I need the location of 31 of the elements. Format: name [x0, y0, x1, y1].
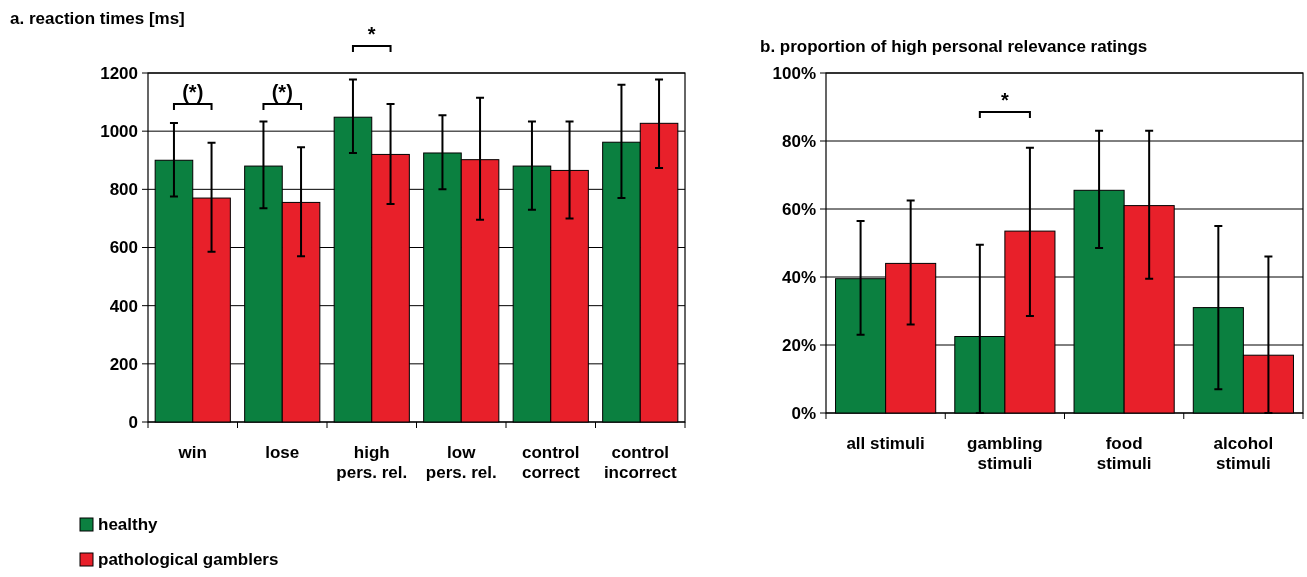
x-tick-label: all stimuli [846, 434, 925, 453]
x-tick-label: high pers. rel. [336, 443, 408, 482]
x-tick-label: lose [265, 443, 300, 462]
y-tick-label: 100% [772, 63, 816, 83]
y-tick-label: 60% [781, 199, 816, 219]
legend-label: pathological gamblers [98, 550, 279, 569]
legend-label: healthy [98, 515, 159, 534]
x-tick-label: gambling stimuli [967, 434, 1043, 473]
text: * [367, 23, 376, 45]
y-tick-label: 80% [781, 131, 816, 151]
annotation: (*) [271, 81, 293, 103]
y-tick-label: 0% [791, 403, 816, 423]
x-tick-label: control correct [521, 443, 580, 482]
chart-title: b. proportion of high personal relevance ratings [760, 37, 1148, 56]
y-tick-label: 600 [109, 238, 138, 258]
annotation: * [1000, 89, 1009, 111]
y-tick-label: 40% [781, 267, 816, 287]
annotation: (*) [182, 81, 204, 103]
y-tick-label: 0 [128, 412, 138, 432]
y-tick-label: 20% [781, 335, 816, 355]
x-tick-label: alcohol stimuli [1213, 434, 1274, 473]
y-tick-label: 1200 [100, 63, 138, 83]
x-tick-label: low pers. rel. [425, 443, 497, 482]
y-tick-label: 400 [109, 296, 138, 316]
x-tick-label: win [177, 443, 207, 462]
y-tick-label: 1000 [100, 122, 138, 142]
x-tick-label: food stimuli [1096, 434, 1152, 473]
y-tick-label: 200 [109, 354, 138, 374]
x-tick-label: control incorrect [603, 443, 677, 482]
chart-title: a. reaction times [ms] [10, 9, 185, 28]
y-tick-label: 800 [109, 180, 138, 200]
